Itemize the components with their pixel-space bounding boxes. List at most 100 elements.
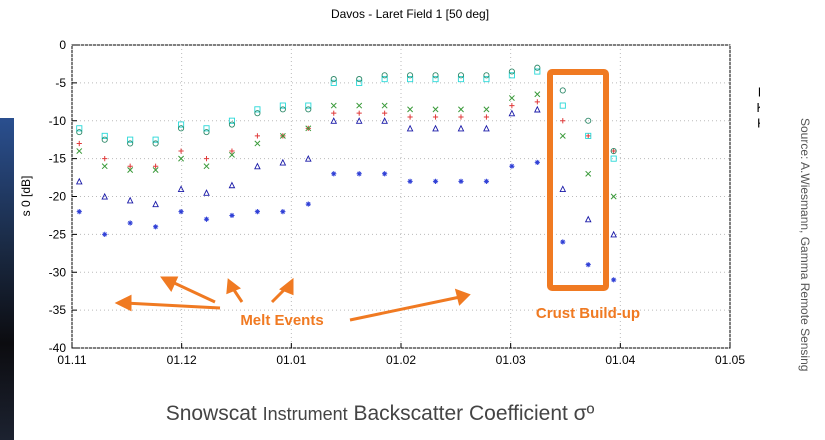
data-point <box>279 132 286 139</box>
x-tick-label: 01.04 <box>605 353 635 367</box>
data-point <box>534 68 541 75</box>
series-x-hh <box>76 91 617 200</box>
y-tick-label: -30 <box>49 265 67 279</box>
data-point <box>127 163 133 169</box>
data-point <box>279 158 287 166</box>
data-point <box>203 125 210 132</box>
data-point <box>432 124 439 132</box>
x-axis: 01.11 01.12 01.01 01.02 01.03 01.04 01.05 <box>57 343 745 367</box>
data-point <box>458 178 464 184</box>
data-point <box>611 277 617 283</box>
data-point <box>229 148 235 154</box>
data-point <box>356 171 362 177</box>
data-point <box>407 178 413 184</box>
data-point <box>407 72 414 79</box>
data-point <box>254 133 261 139</box>
data-point <box>76 209 82 215</box>
data-point <box>483 114 490 120</box>
data-point <box>76 129 83 136</box>
data-point <box>483 106 490 113</box>
data-point <box>559 132 566 139</box>
data-point <box>280 209 286 215</box>
data-point <box>559 102 566 109</box>
data-points <box>75 64 617 283</box>
arrowhead-2 <box>160 276 179 292</box>
grid <box>71 44 731 349</box>
data-point <box>407 76 414 83</box>
data-point <box>153 163 159 169</box>
data-point <box>229 151 235 158</box>
data-point <box>102 156 108 162</box>
data-point <box>508 68 515 75</box>
y-tick-label: -20 <box>49 190 67 204</box>
arrowhead-1 <box>114 294 132 312</box>
data-point <box>533 105 541 113</box>
data-point <box>381 102 388 109</box>
data-point <box>509 163 515 169</box>
data-point <box>330 102 337 109</box>
data-point <box>203 129 210 136</box>
y-tick-label: -15 <box>49 152 67 166</box>
data-point <box>178 209 184 215</box>
data-point <box>254 110 261 117</box>
series-ku-hv <box>75 105 617 238</box>
data-point <box>178 155 185 162</box>
data-point <box>584 215 592 223</box>
caption-part-2: Instrument <box>262 404 348 424</box>
data-point <box>559 185 567 192</box>
data-point <box>356 76 363 83</box>
data-point <box>381 72 388 79</box>
data-point <box>585 170 592 177</box>
data-point <box>152 140 159 147</box>
legend: X-VVX-HHX-HVKu-VVKu-HHKu-HV <box>756 86 760 131</box>
data-point <box>509 103 515 109</box>
data-point <box>76 140 82 147</box>
x-tick-label: 01.02 <box>386 353 416 367</box>
data-point <box>229 212 235 219</box>
data-point <box>152 200 159 208</box>
data-point <box>432 114 439 120</box>
series-ku-hh <box>76 64 617 155</box>
chart: Davos - Laret Field 1 [50 deg] 0 -5 -10 -15… <box>19 7 760 367</box>
legend-label: Ku-HV <box>757 117 760 131</box>
legend-label: Ku-HH <box>756 101 760 115</box>
data-point <box>432 76 439 83</box>
y-tick-label: -35 <box>49 303 67 317</box>
series-ku-vv <box>76 68 617 162</box>
y-axis: 0 -5 -10 -15 -20 -25 -30 -35 -40 <box>49 38 77 355</box>
data-point <box>457 76 465 83</box>
data-point <box>355 117 363 124</box>
series-x-hv <box>76 159 617 283</box>
data-point <box>228 121 236 128</box>
data-point <box>534 91 541 98</box>
data-point <box>152 167 159 173</box>
data-point <box>330 79 337 86</box>
data-point <box>508 72 515 79</box>
data-point <box>610 230 617 238</box>
data-point <box>458 106 464 113</box>
data-point <box>305 125 312 132</box>
data-point <box>178 125 185 132</box>
data-point <box>534 64 541 71</box>
caption: Snowscat Instrument Backscatter Coeffici… <box>0 402 760 426</box>
x-tick-label: 01.03 <box>496 353 526 367</box>
data-point <box>126 196 134 204</box>
x-tick-label: 01.01 <box>276 353 306 367</box>
data-point <box>76 125 83 132</box>
data-point <box>228 181 236 189</box>
data-point <box>559 87 566 94</box>
data-point <box>127 220 133 226</box>
data-point <box>382 110 388 116</box>
data-point <box>305 106 312 113</box>
data-point <box>331 110 337 116</box>
data-point <box>330 76 337 83</box>
data-point <box>560 239 566 245</box>
data-point <box>203 189 210 196</box>
x-tick-label: 01.05 <box>715 353 745 367</box>
y-tick-label: -25 <box>49 227 67 241</box>
data-point <box>127 140 134 147</box>
data-point <box>356 79 363 86</box>
data-point <box>228 117 236 124</box>
data-point <box>127 136 134 143</box>
data-point <box>101 132 108 139</box>
